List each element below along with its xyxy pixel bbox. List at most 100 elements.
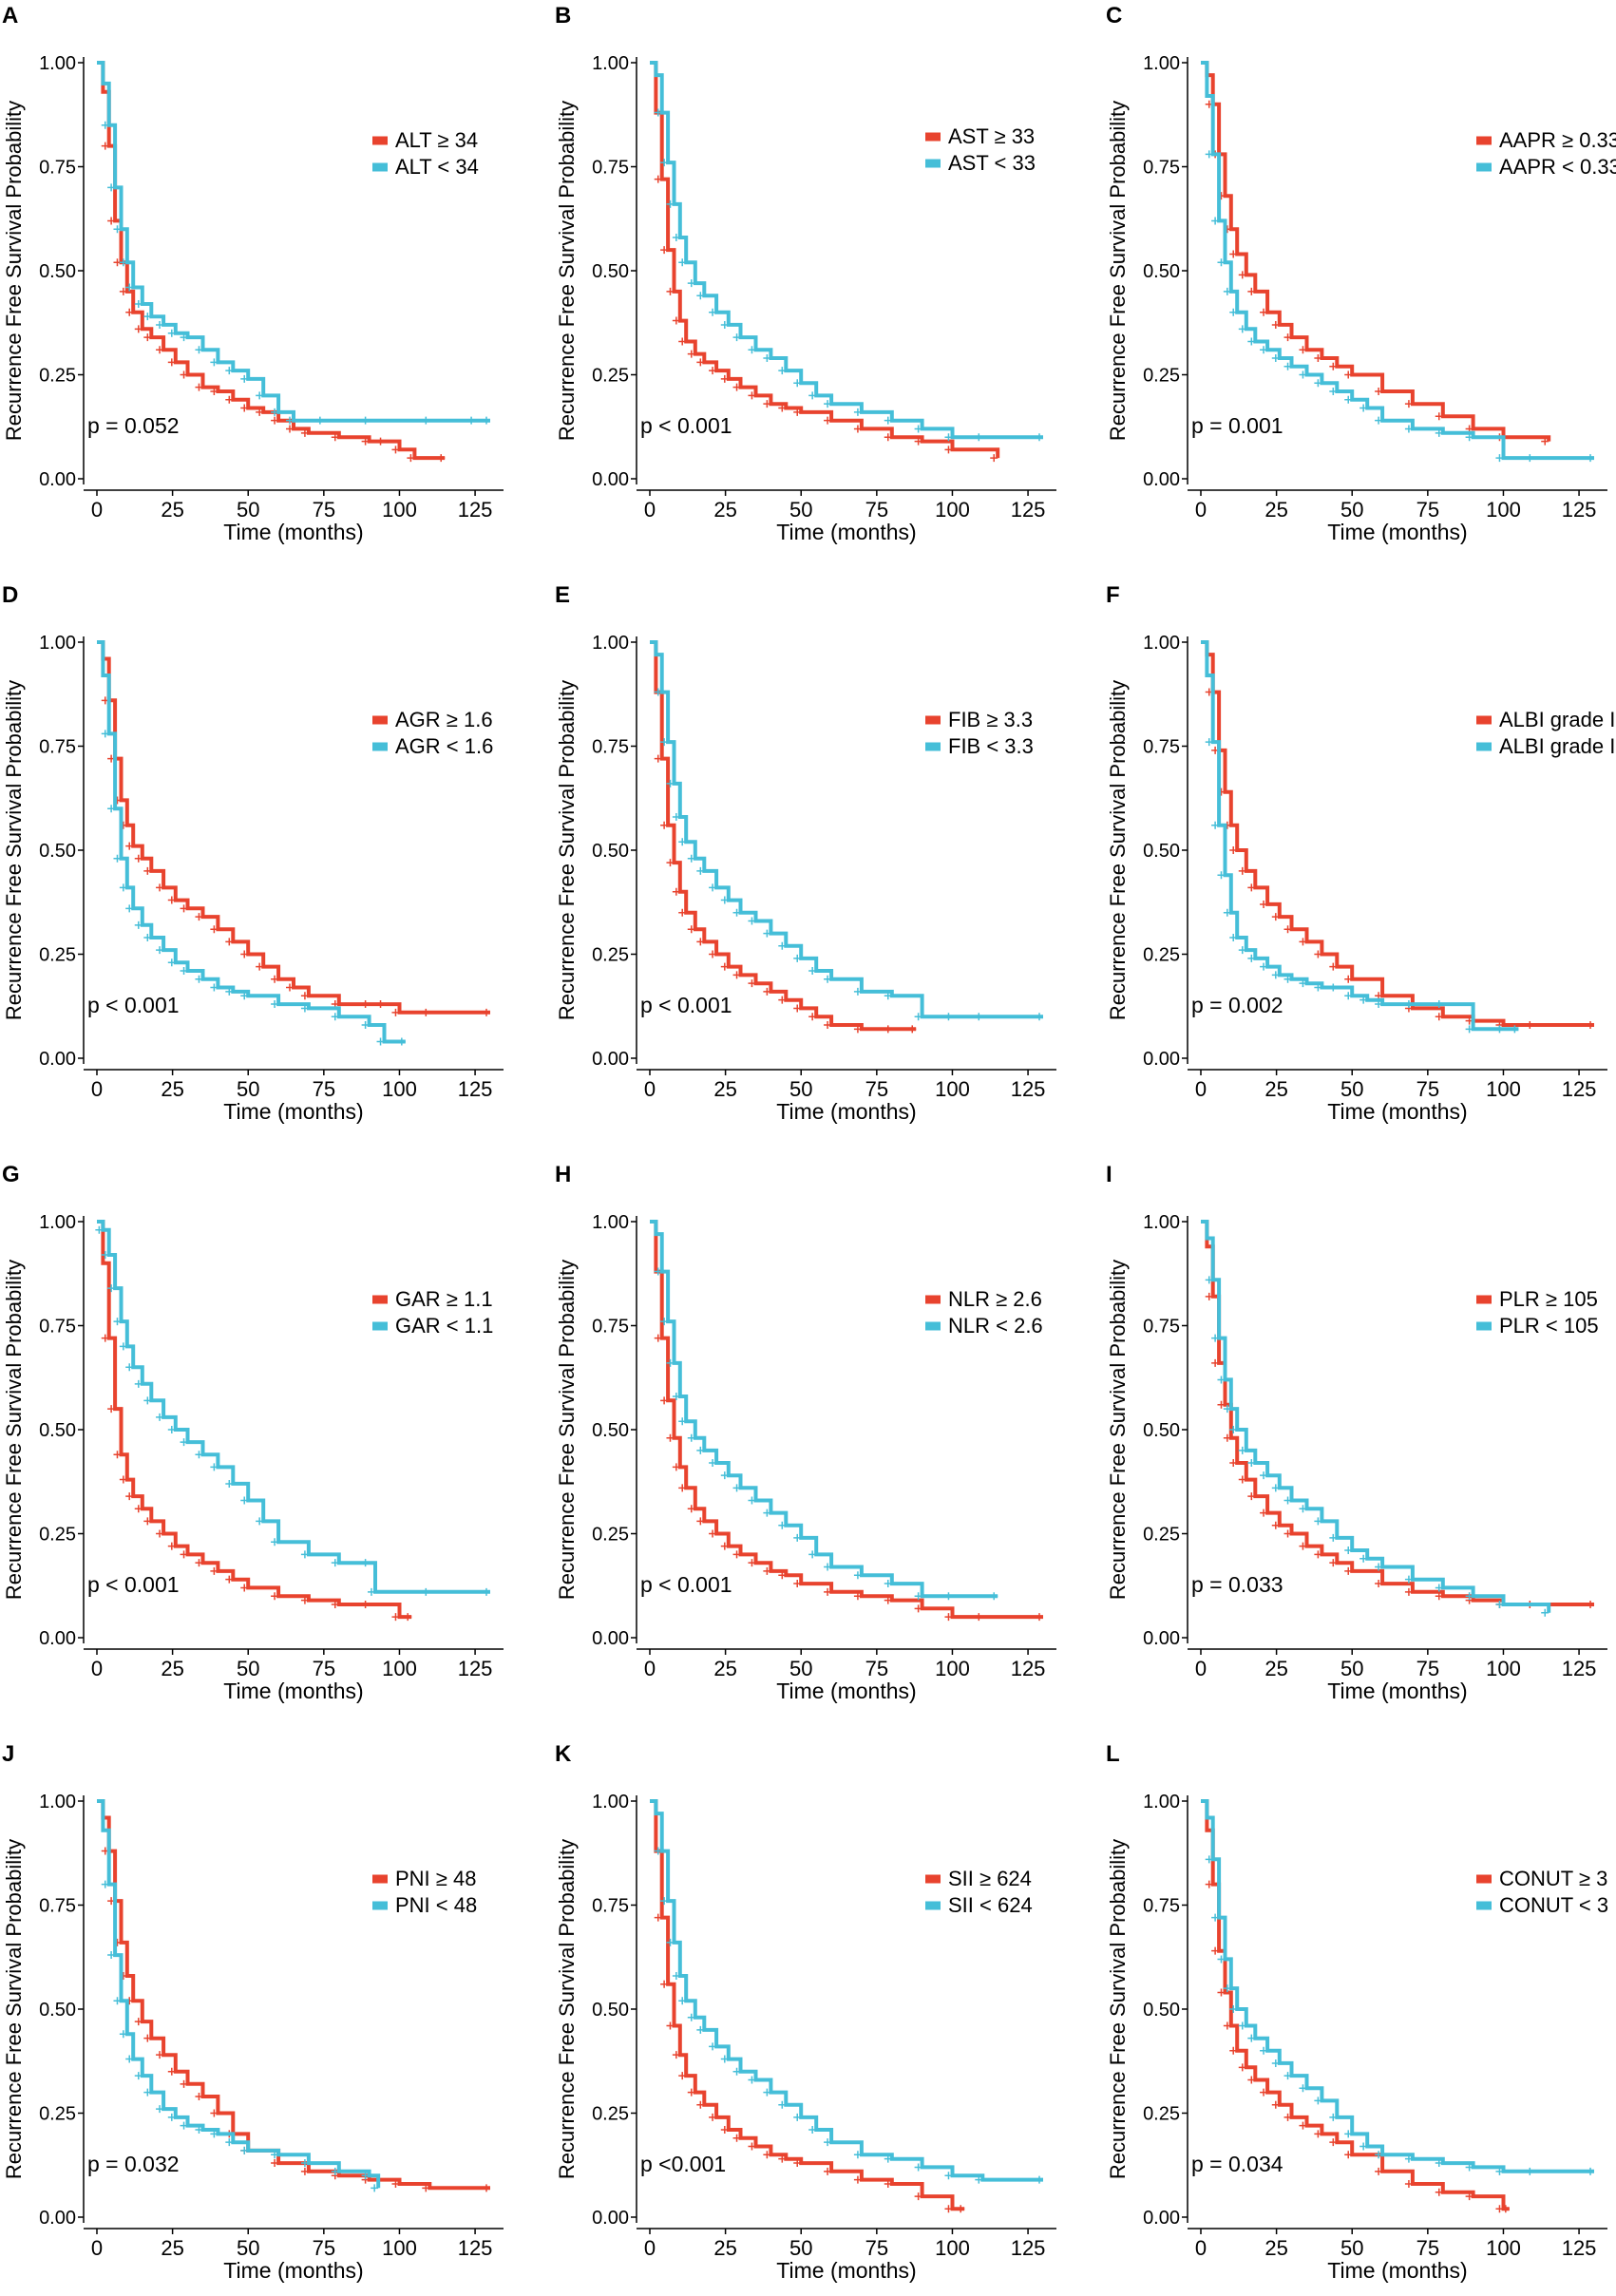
x-tick-label: 125 — [1562, 1077, 1597, 1101]
censor-mark — [134, 300, 143, 309]
y-axis-label: Recurrence Free Survival Probability — [2, 1839, 26, 2179]
censor-mark — [687, 1433, 695, 1442]
censor-mark — [331, 1013, 339, 1021]
censor-mark — [180, 2079, 188, 2088]
censor-mark — [1435, 1584, 1443, 1592]
x-tick-label: 125 — [1011, 2236, 1046, 2260]
censor-mark — [195, 383, 203, 391]
censor-mark — [195, 1559, 203, 1567]
x-tick-label: 50 — [237, 1077, 259, 1101]
censor-mark — [853, 2175, 862, 2184]
censor-mark — [256, 1517, 264, 1526]
x-tick-label: 0 — [1195, 498, 1207, 522]
censor-mark — [975, 1613, 983, 1622]
censor-mark — [1238, 866, 1246, 875]
censor-mark — [666, 1358, 675, 1367]
censor-mark — [884, 433, 892, 442]
x-tick-label: 100 — [935, 2236, 970, 2260]
censor-mark — [107, 217, 116, 225]
censor-mark — [210, 388, 219, 396]
censor-mark — [778, 996, 787, 1004]
censor-mark — [271, 1000, 279, 1009]
censor-mark — [709, 367, 717, 375]
censor-mark — [654, 108, 662, 117]
censor-mark — [696, 2025, 705, 2034]
y-tick-label: 0.50 — [592, 1420, 629, 1441]
censor-mark — [1314, 353, 1322, 362]
censor-mark — [1299, 938, 1307, 946]
censor-mark — [1247, 954, 1256, 962]
panel-l: L 0.00 0.25 0.50 0.75 1.00 0 25 50 75 100 125 Time (… — [1106, 1741, 1608, 2283]
censor-mark — [824, 416, 832, 425]
censor-mark — [1511, 1025, 1519, 1034]
y-tick-label: 0.50 — [1143, 2000, 1180, 2021]
panel-e: E 0.00 0.25 0.50 0.75 1.00 0 25 50 75 100 125 Time (… — [555, 582, 1056, 1124]
censor-mark — [1260, 308, 1268, 316]
censor-mark — [361, 1600, 370, 1608]
censor-mark — [944, 2205, 953, 2213]
censor-mark — [240, 2146, 249, 2154]
censor-mark — [125, 842, 134, 850]
y-tick-label: 1.00 — [1143, 633, 1180, 654]
legend-label: ALBI grade II–III — [1499, 734, 1616, 758]
x-tick-label: 25 — [1264, 1657, 1287, 1680]
legend-label: PLR < 105 — [1499, 1314, 1599, 1338]
x-tick-label: 75 — [313, 1077, 335, 1101]
x-tick-label: 125 — [458, 498, 493, 522]
x-axis-label: Time (months) — [776, 2258, 916, 2283]
p-value: p = 0.033 — [1191, 1572, 1283, 1597]
censor-mark — [672, 1392, 680, 1400]
y-tick-label: 0.00 — [1143, 1049, 1180, 1070]
y-tick-label: 0.00 — [1143, 469, 1180, 490]
censor-mark — [914, 1013, 922, 1021]
censor-mark — [884, 992, 892, 1000]
censor-mark — [1314, 950, 1322, 958]
x-tick-label: 0 — [1195, 1077, 1207, 1101]
censor-mark — [853, 987, 862, 996]
panel-letter: G — [2, 1162, 20, 1187]
curve-low-group — [650, 61, 1043, 440]
x-tick-label: 75 — [313, 2236, 335, 2260]
censor-mark — [119, 1342, 127, 1351]
censor-mark — [1238, 2063, 1246, 2072]
x-tick-label: 75 — [1416, 1077, 1439, 1101]
x-tick-label: 50 — [237, 2236, 259, 2260]
curve-high-group — [1201, 1799, 1510, 2211]
p-value: p < 0.001 — [640, 413, 732, 438]
censor-mark — [1299, 1505, 1307, 1513]
x-tick-label: 0 — [644, 498, 656, 522]
censor-mark — [1314, 2097, 1322, 2105]
x-tick-label: 0 — [644, 1077, 656, 1101]
censor-mark — [404, 1613, 412, 1622]
curve-low-group — [650, 1220, 998, 1599]
censor-mark — [1223, 1984, 1231, 1993]
censor-mark — [1271, 1521, 1280, 1529]
y-tick-label: 0.50 — [1143, 1420, 1180, 1441]
y-axis-label: Recurrence Free Survival Probability — [555, 1839, 579, 2179]
censor-mark — [732, 333, 741, 342]
censor-mark — [101, 142, 109, 150]
censor-mark — [134, 325, 143, 333]
panel-letter: J — [2, 1741, 14, 1767]
censor-mark — [286, 425, 294, 433]
x-tick-label: 0 — [91, 498, 103, 522]
x-tick-label: 100 — [935, 1077, 970, 1101]
y-tick-label: 0.25 — [1143, 945, 1180, 966]
censor-mark — [240, 374, 249, 383]
censor-mark — [167, 1542, 176, 1550]
censor-mark — [107, 805, 116, 813]
censor-mark — [1329, 1559, 1338, 1567]
y-tick-label: 0.50 — [39, 1420, 76, 1441]
censor-mark — [125, 1363, 134, 1372]
y-tick-label: 0.00 — [39, 469, 76, 490]
censor-mark — [793, 2113, 802, 2121]
x-tick-label: 50 — [789, 498, 812, 522]
censor-mark — [107, 1951, 116, 1960]
censor-mark — [371, 2184, 379, 2192]
censor-mark — [1211, 217, 1220, 225]
y-tick-label: 0.50 — [1143, 841, 1180, 862]
censor-mark — [1329, 2113, 1338, 2121]
y-tick-label: 0.25 — [39, 2104, 76, 2125]
censor-mark — [300, 428, 309, 437]
censor-mark — [687, 925, 695, 934]
